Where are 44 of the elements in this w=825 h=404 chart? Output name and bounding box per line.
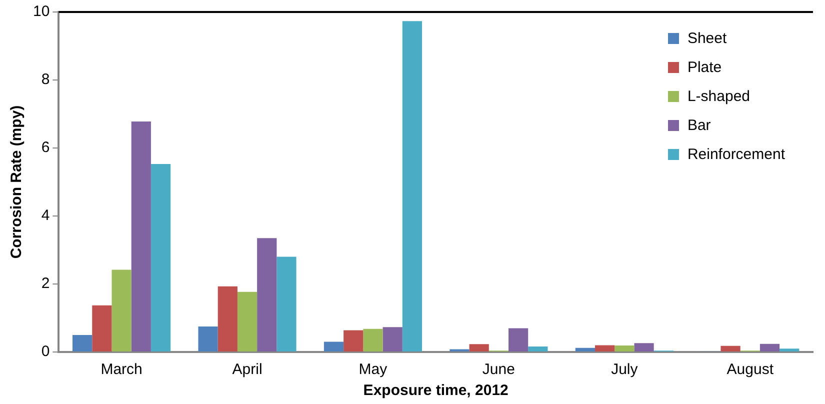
bar: [508, 328, 528, 352]
y-tick-label: 0: [41, 343, 50, 360]
y-tick-label: 10: [32, 3, 50, 20]
y-axis-title: Corrosion Rate (mpy): [8, 105, 26, 259]
bar: [575, 348, 596, 352]
x-tick-label: June: [482, 361, 515, 378]
bar: [257, 238, 277, 352]
x-tick-label: July: [611, 361, 638, 378]
y-tick-label: 6: [41, 139, 50, 156]
bar: [131, 121, 151, 352]
legend-label: Bar: [687, 117, 711, 134]
bar: [595, 345, 615, 352]
y-tick-label: 4: [41, 207, 50, 224]
x-tick-label: March: [100, 361, 142, 378]
x-tick-label: August: [726, 361, 774, 378]
legend-label: L-shaped: [687, 88, 750, 105]
y-tick-label: 8: [41, 71, 50, 88]
legend-label: Reinforcement: [687, 146, 785, 163]
bar: [614, 346, 634, 352]
bar: [363, 328, 383, 352]
x-tick-label: May: [358, 361, 388, 378]
bar: [237, 292, 258, 352]
bar: [528, 346, 548, 352]
bar: [112, 270, 132, 352]
bar: [72, 335, 92, 352]
bar: [634, 343, 654, 352]
bar: [198, 326, 218, 352]
bar: [760, 344, 780, 352]
bar: [720, 346, 740, 352]
bar: [780, 348, 800, 352]
x-tick-label: April: [232, 361, 262, 378]
y-tick-label: 2: [41, 275, 50, 292]
x-axis-title: Exposure time, 2012: [363, 382, 508, 400]
legend-label: Sheet: [687, 30, 727, 47]
bar: [92, 305, 112, 352]
legend-label: Plate: [687, 59, 722, 76]
bar: [344, 330, 364, 352]
bar: [218, 286, 238, 352]
bar: [276, 256, 296, 352]
bar: [150, 164, 171, 352]
bar: [324, 342, 344, 352]
bar: [382, 327, 402, 352]
bar: [469, 344, 489, 352]
bar: [402, 21, 422, 352]
